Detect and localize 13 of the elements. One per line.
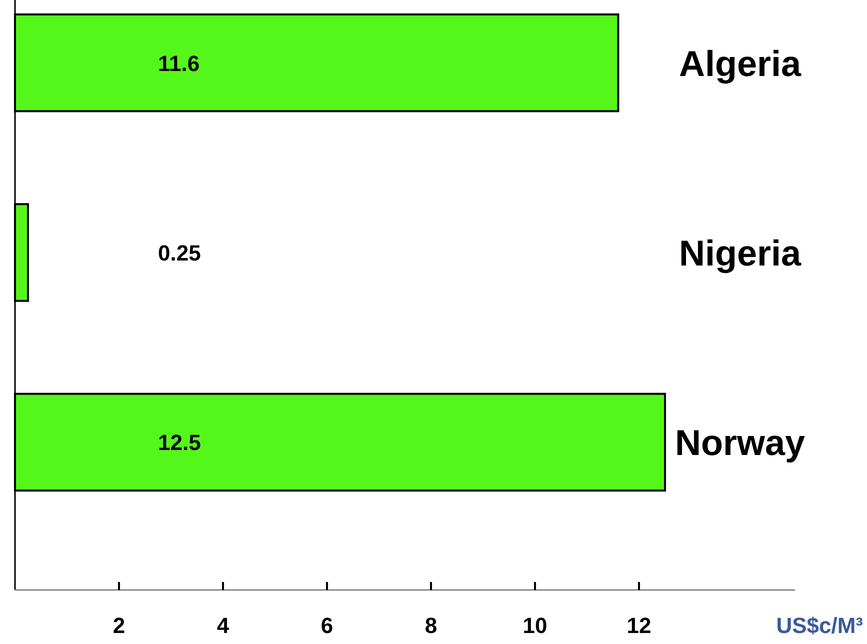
- x-tick-label: 4: [216, 613, 230, 638]
- x-tick-label: 10: [522, 613, 548, 638]
- data-label: 12.5: [158, 430, 201, 456]
- x-axis-title: US$c/M³: [776, 613, 863, 638]
- y-tick-label: Algeria: [678, 42, 802, 84]
- x-tick-label: 12: [626, 613, 652, 638]
- y-tick-label: Nigeria: [678, 232, 802, 274]
- x-tick-label: 2: [112, 613, 126, 638]
- x-tick-label: 6: [320, 613, 334, 638]
- y-tick-label: Norway: [674, 422, 806, 464]
- data-label: 0.25: [158, 240, 201, 266]
- x-tick-label: 8: [424, 613, 438, 638]
- data-label: 11.6: [158, 50, 200, 76]
